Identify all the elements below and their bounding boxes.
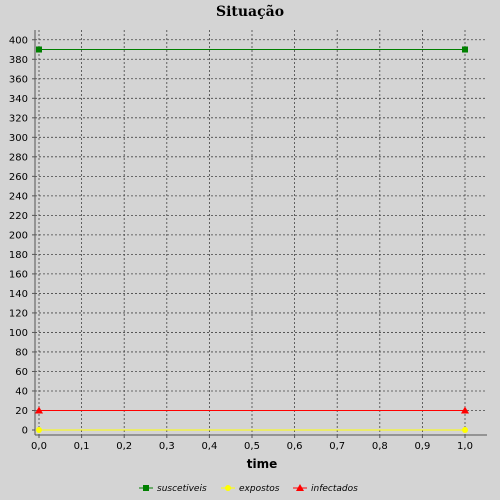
y-tick-label-20: 400	[9, 35, 28, 46]
x-tick-label-1: 0,1	[74, 441, 90, 452]
y-tick-label-17: 340	[9, 94, 28, 105]
y-tick-label-5: 100	[9, 328, 28, 339]
point-expostos-0	[36, 427, 42, 433]
x-tick-label-0: 0,0	[31, 441, 47, 452]
y-tick-label-18: 360	[9, 74, 28, 85]
x-tick-label-3: 0,3	[159, 441, 175, 452]
y-tick-label-15: 300	[9, 133, 28, 144]
x-tick-label-7: 0,7	[329, 441, 345, 452]
plot-area	[35, 30, 487, 435]
legend-marker-expostos	[225, 485, 231, 491]
x-tick-label-8: 0,8	[372, 441, 388, 452]
point-expostos-1	[462, 427, 468, 433]
x-tick-label-6: 0,6	[287, 441, 303, 452]
y-tick-label-7: 140	[9, 289, 28, 300]
x-axis-label: time	[247, 457, 278, 471]
x-tick-label-10: 1,0	[457, 441, 473, 452]
x-ticks: 0,0 0,1 0,2 0,3 0,4 0,5 0,6 0,7 0,8 0,9 1,0	[31, 435, 473, 452]
x-tick-label-5: 0,5	[244, 441, 260, 452]
y-tick-label-9: 180	[9, 250, 28, 261]
x-tick-label-4: 0,4	[201, 441, 217, 452]
y-tick-label-12: 240	[9, 191, 28, 202]
y-tick-label-14: 280	[9, 152, 28, 163]
point-infectados-0	[35, 406, 43, 414]
x-tick-label-9: 0,9	[414, 441, 430, 452]
y-tick-label-0: 0	[22, 426, 28, 437]
legend-label-expostos: expostos	[239, 484, 280, 494]
y-tick-label-8: 160	[9, 269, 28, 280]
y-tick-label-1: 20	[15, 406, 28, 417]
point-suscetiveis-1	[462, 46, 468, 53]
point-suscetiveis-0	[36, 46, 42, 53]
grid-lines	[35, 30, 487, 435]
y-tick-label-3: 60	[15, 367, 28, 378]
y-tick-label-16: 320	[9, 113, 28, 124]
axes	[34, 30, 487, 436]
y-tick-label-19: 380	[9, 55, 28, 66]
legend-label-infectados: infectados	[311, 484, 358, 494]
legend-marker-infectados	[296, 484, 304, 491]
y-tick-label-2: 40	[15, 386, 28, 397]
legend-label-suscetiveis: suscetiveis	[157, 484, 207, 494]
series-layer	[35, 46, 469, 433]
legend: suscetiveis expostos infectados	[139, 484, 358, 494]
y-tick-label-10: 200	[9, 230, 28, 241]
y-tick-label-11: 220	[9, 211, 28, 222]
point-infectados-1	[461, 406, 469, 414]
y-tick-label-13: 260	[9, 172, 28, 183]
y-ticks: 0 20 40 60 80 100 120 140 160 180 200 220 240 260 280 3…	[9, 35, 35, 437]
x-tick-label-2: 0,2	[116, 441, 132, 452]
legend-item-suscetiveis: suscetiveis	[139, 484, 207, 494]
legend-item-expostos: expostos	[221, 484, 280, 494]
y-tick-label-4: 80	[15, 347, 28, 358]
y-tick-label-6: 120	[9, 308, 28, 319]
chart-title: Situação	[216, 3, 284, 20]
legend-marker-suscetiveis	[143, 485, 149, 491]
legend-item-infectados: infectados	[293, 484, 358, 494]
